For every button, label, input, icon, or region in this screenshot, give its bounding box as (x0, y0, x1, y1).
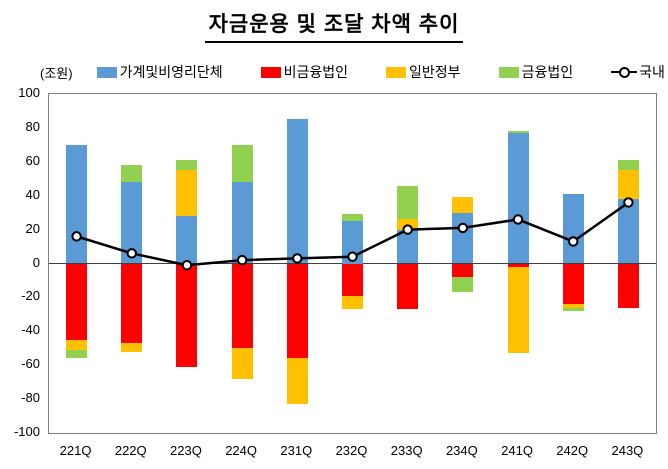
x-tick-label-223Q: 223Q (170, 443, 202, 458)
bar-segment-yellow-221Q (66, 339, 88, 350)
y-tick-label--40: -40 (21, 322, 40, 338)
y-tick-label--60: -60 (21, 356, 40, 372)
bar-segment-green-232Q (342, 214, 363, 222)
bar-segment-blue-221Q (66, 144, 88, 264)
bar-segment-green-242Q (562, 307, 584, 311)
legend-swatch-yellow-icon (386, 66, 407, 78)
legend: 가계및비영리단체 비금융법인 일반정부 금융법인 국내 (96, 62, 665, 82)
bar-segment-green-223Q (176, 160, 198, 171)
x-tick-label-234Q: 234Q (445, 443, 478, 458)
x-tick-label-241Q: 241Q (501, 443, 533, 458)
bar-segment-yellow-242Q (562, 304, 584, 308)
line-marker-243Q (623, 197, 634, 208)
bar-segment-yellow-224Q (231, 348, 253, 379)
legend-item-green: 금융법인 (498, 62, 574, 82)
bar-segment-red-224Q (231, 263, 253, 349)
bar-segment-green-243Q (617, 160, 639, 171)
legend-label: 일반정부 (409, 64, 461, 80)
legend-swatch-blue-icon (96, 66, 117, 78)
bar-segment-yellow-241Q (507, 266, 529, 354)
bar-segment-red-223Q (176, 263, 198, 367)
bar-segment-blue-224Q (231, 182, 253, 264)
bar-segment-blue-223Q (176, 216, 198, 264)
bar-segment-blue-243Q (617, 199, 639, 264)
bar-segment-yellow-222Q (121, 343, 143, 352)
legend-swatch-red-icon (260, 66, 281, 78)
chart-title: 자금운용 및 조달 차액 추이 (204, 8, 464, 43)
line-marker-232Q (347, 251, 358, 262)
line-marker-231Q (292, 253, 303, 264)
bar-segment-red-231Q (286, 263, 308, 359)
legend-row: (조원) 가계및비영리단체 비금융법인 일반정부 금융법인 국내 (40, 60, 665, 84)
bar-segment-green-234Q (452, 277, 474, 293)
legend-label: 가계및비영리단체 (119, 64, 223, 80)
bar-segment-red-222Q (121, 263, 143, 344)
y-tick-label-40: 40 (25, 186, 40, 202)
x-tick-label-224Q: 224Q (225, 443, 258, 458)
bar-segment-green-233Q (397, 185, 419, 220)
legend-swatch-green-icon (498, 66, 519, 78)
y-tick-label-80: 80 (25, 118, 40, 134)
y-tick-label-60: 60 (25, 152, 40, 168)
line-marker-234Q (457, 222, 469, 234)
y-tick-label-100: 100 (18, 85, 40, 100)
bar-segment-yellow-231Q (286, 358, 308, 405)
legend-label: 비금융법인 (283, 64, 349, 80)
bar-segment-green-241Q (507, 131, 529, 133)
x-tick-label-231Q: 231Q (280, 443, 313, 458)
x-tick-label-222Q: 222Q (114, 443, 147, 458)
bar-segment-yellow-243Q (617, 170, 639, 200)
x-tick-label-243Q: 243Q (611, 443, 644, 458)
bar-segment-yellow-232Q (342, 295, 363, 310)
line-marker-221Q (71, 231, 82, 242)
line-marker-224Q (236, 254, 248, 266)
bar-segment-blue-222Q (121, 182, 143, 264)
legend-item-yellow: 일반정부 (386, 62, 461, 82)
line-marker-222Q (126, 248, 137, 259)
bar-segment-red-242Q (562, 263, 584, 305)
x-tick-label-242Q: 242Q (556, 443, 589, 458)
bar-segment-yellow-223Q (176, 170, 198, 217)
legend-label: 국내 (639, 64, 665, 80)
y-tick-label--80: -80 (21, 390, 40, 406)
y-tick-label-0: 0 (32, 254, 40, 270)
line-marker-233Q (402, 224, 413, 235)
bar-segment-red-221Q (66, 263, 88, 340)
bar-segment-red-233Q (397, 263, 419, 310)
bar-segment-red-234Q (452, 263, 474, 278)
line-series (71, 197, 634, 271)
bar-segment-yellow-234Q (452, 197, 474, 213)
y-tick-label--20: -20 (21, 288, 40, 304)
y-tick-label--100: -100 (13, 424, 40, 439)
line-marker-icon (611, 66, 638, 78)
bar-segment-blue-242Q (562, 194, 584, 264)
line-marker-223Q (181, 259, 193, 271)
bar-segment-red-243Q (617, 263, 639, 308)
x-tick-label-233Q: 233Q (390, 443, 423, 458)
title-container: 자금운용 및 조달 차액 추이 (0, 8, 668, 43)
bar-segment-blue-233Q (397, 229, 419, 264)
legend-item-blue: 가계및비영리단체 (96, 62, 223, 82)
line-marker-241Q (512, 214, 524, 225)
bar-segment-green-222Q (121, 165, 143, 183)
bar-segment-green-221Q (66, 349, 88, 359)
bar-segment-blue-241Q (507, 132, 529, 264)
bar-segment-red-241Q (507, 263, 529, 267)
x-tick-label-232Q: 232Q (335, 443, 368, 458)
legend-item-line: 국내 (611, 62, 665, 82)
bar-segment-green-224Q (231, 144, 253, 183)
y-axis-unit-label: (조원) (40, 65, 73, 81)
x-axis: 221Q 222Q 223Q 224Q 231Q 232Q 233Q 234Q 241Q 242Q… (48, 441, 655, 461)
bar-segment-blue-234Q (452, 212, 474, 264)
line-marker-242Q (568, 236, 579, 247)
bar-segment-red-232Q (342, 263, 363, 296)
plot-area (48, 93, 657, 434)
x-tick-label-221Q: 221Q (59, 443, 92, 458)
bar-segment-blue-231Q (286, 119, 308, 264)
legend-item-red: 비금융법인 (260, 62, 349, 82)
y-tick-label-20: 20 (25, 220, 40, 236)
legend-label: 금융법인 (521, 64, 574, 80)
y-axis: 100 80 60 40 20 0 -20 -40 -60 -80 -100 (0, 85, 44, 439)
